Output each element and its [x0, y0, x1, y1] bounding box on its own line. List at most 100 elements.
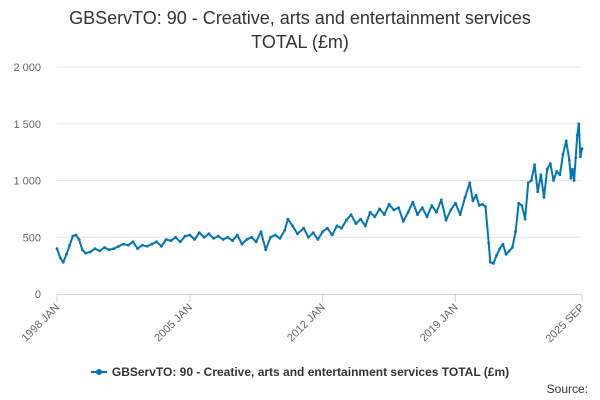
data-point	[579, 155, 582, 159]
data-point	[273, 233, 277, 237]
y-tick-label: 500	[23, 232, 41, 244]
data-point	[555, 170, 559, 173]
data-point	[235, 233, 239, 237]
data-point	[316, 238, 320, 241]
data-point	[574, 156, 578, 160]
legend[interactable]: GBServTO: 90 - Creative, arts and entert…	[0, 365, 600, 379]
data-point	[84, 251, 87, 255]
data-point	[411, 200, 415, 204]
data-point	[549, 162, 552, 165]
data-point	[68, 243, 72, 247]
data-point	[481, 202, 484, 206]
data-point	[202, 235, 206, 239]
data-point	[178, 240, 182, 244]
data-point	[278, 237, 282, 240]
data-point	[117, 244, 121, 248]
data-point	[307, 235, 310, 239]
data-point	[580, 147, 584, 151]
data-point	[425, 215, 429, 219]
y-tick-label: 2 000	[13, 62, 41, 74]
x-tick-label: 2012 JAN	[285, 302, 328, 345]
chart-title-line-1: GBServTO: 90 - Creative, arts and entert…	[69, 8, 531, 28]
data-point	[169, 239, 173, 243]
data-point	[406, 210, 410, 214]
data-point	[504, 252, 508, 256]
data-point	[495, 254, 498, 257]
data-point	[345, 218, 348, 222]
data-point	[221, 238, 225, 241]
data-point	[302, 226, 306, 230]
data-point	[354, 222, 358, 226]
data-point	[58, 256, 62, 260]
data-point	[571, 167, 574, 171]
data-point	[93, 247, 97, 251]
data-point	[474, 193, 478, 197]
x-tick-label: 2025 SEP	[544, 302, 588, 346]
data-point	[558, 173, 562, 177]
data-point	[401, 220, 405, 223]
data-point	[174, 235, 178, 239]
data-point	[126, 243, 130, 247]
data-point	[498, 247, 502, 251]
data-point	[564, 139, 568, 143]
data-point	[340, 226, 343, 230]
data-point	[488, 260, 492, 264]
data-point	[520, 204, 524, 207]
data-point	[226, 235, 230, 239]
data-point	[197, 231, 201, 235]
data-point	[311, 231, 315, 235]
x-tick-label: 2005 JAN	[152, 302, 195, 345]
data-point	[523, 217, 527, 221]
data-point	[507, 249, 511, 253]
data-point	[98, 249, 102, 253]
data-point	[501, 242, 505, 246]
data-point	[477, 204, 481, 207]
data-point	[65, 252, 68, 256]
data-point	[240, 242, 244, 246]
data-point	[511, 246, 514, 249]
data-point	[145, 244, 149, 248]
chart-title: GBServTO: 90 - Creative, arts and entert…	[0, 6, 600, 54]
data-point	[577, 122, 581, 126]
y-tick-label: 0	[35, 289, 41, 301]
data-point	[216, 234, 220, 238]
data-point	[487, 241, 491, 245]
data-point	[444, 218, 448, 222]
data-point	[364, 224, 367, 228]
data-point	[542, 196, 546, 199]
data-point	[164, 238, 168, 241]
data-point	[321, 230, 325, 234]
data-point	[136, 247, 140, 251]
data-point	[378, 207, 381, 211]
data-point	[416, 213, 419, 217]
data-point	[468, 181, 472, 185]
data-point	[193, 238, 197, 241]
data-point	[61, 260, 65, 264]
data-point	[296, 232, 299, 236]
data-point	[430, 204, 434, 207]
data-point	[122, 242, 125, 246]
data-point	[188, 233, 192, 237]
data-point	[112, 247, 116, 251]
data-point	[131, 240, 135, 244]
data-point	[88, 250, 92, 254]
data-point	[545, 167, 549, 171]
data-point	[283, 229, 287, 232]
chart-title-line-2: TOTAL (£m)	[251, 32, 349, 52]
data-point	[561, 153, 565, 156]
data-point	[439, 198, 443, 202]
data-point	[526, 181, 530, 185]
data-point	[155, 240, 159, 244]
data-point	[514, 230, 517, 234]
data-point	[330, 233, 334, 237]
data-point	[454, 201, 457, 205]
data-point	[373, 215, 377, 219]
data-point	[286, 217, 290, 221]
data-point	[572, 179, 576, 182]
data-point	[449, 208, 453, 212]
data-point	[269, 235, 272, 239]
data-point	[212, 237, 216, 240]
data-point	[392, 208, 396, 212]
data-point	[254, 240, 258, 244]
data-point	[420, 206, 424, 210]
